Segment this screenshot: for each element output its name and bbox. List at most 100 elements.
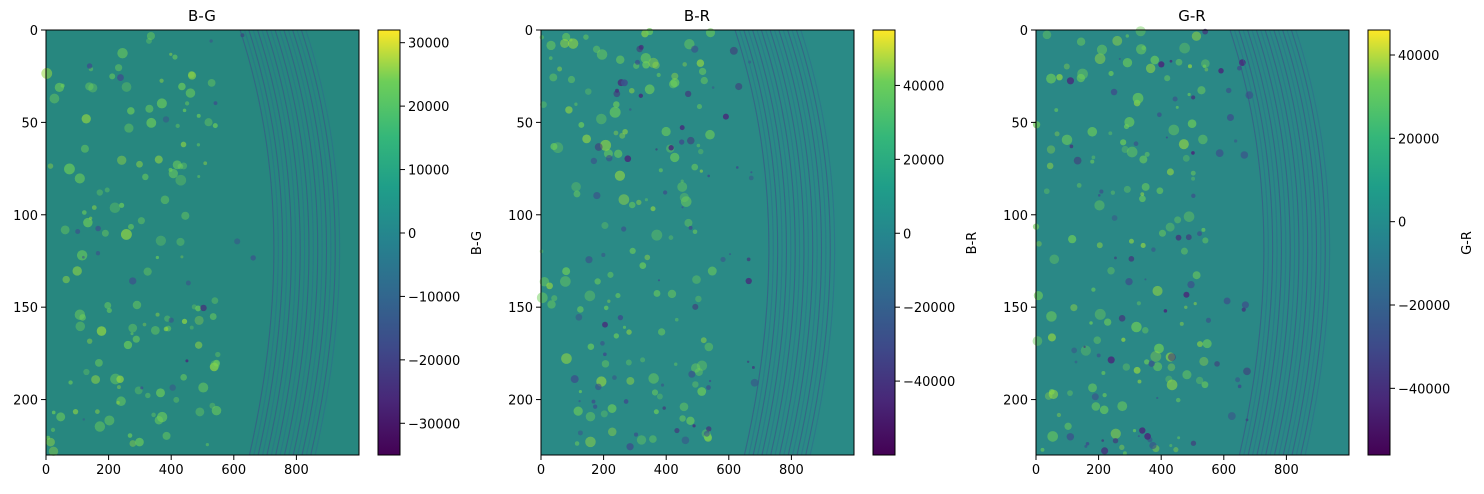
texture-patch [1214,361,1220,367]
texture-patch [700,76,708,85]
texture-patch [574,102,578,106]
texture-striation [1255,29,1291,456]
texture-patch [692,229,698,235]
texture-patch [95,225,101,232]
texture-patch [1101,370,1106,375]
texture-patch [745,277,752,285]
texture-patch [155,312,160,317]
colorbar-tick-label: −30000 [408,417,460,432]
texture-patch [696,104,703,110]
texture-patch [1090,159,1095,164]
texture-patch [1235,377,1241,383]
texture-striation [1268,29,1304,456]
texture-patch [60,225,70,235]
texture-patch [1135,26,1146,37]
colorbar [873,30,895,455]
texture-patch [591,399,596,404]
texture-patch [601,222,609,230]
texture-patch [72,409,79,415]
texture-patch [1043,188,1050,195]
texture-patch [571,181,581,192]
texture-patch [209,402,216,409]
texture-patch [674,427,680,434]
texture-patch [1173,447,1179,453]
texture-patch [584,290,596,302]
texture-patch [121,82,132,92]
texture-patch [68,380,73,385]
texture-striation [769,29,805,456]
x-tick-label: 800 [779,463,804,478]
texture-patch [120,228,132,240]
y-tick-label: 200 [13,394,38,409]
y-axis: 0 50 100 150 200 [1003,24,1036,409]
colorbar-tick-label: 40000 [903,79,944,94]
colorbar-tick-label: −40000 [1398,382,1450,397]
texture-patch [680,179,684,183]
texture-patch [1126,146,1138,158]
texture-patch [41,67,53,79]
texture-patch [1131,321,1142,333]
texture-patch [1110,190,1116,195]
panel-title: G-R [1178,7,1205,25]
texture-patch [1091,155,1096,160]
texture-patch [177,163,184,170]
axes-frame [1035,29,1350,456]
texture-patch [135,437,144,447]
texture-patch [692,424,696,428]
texture-patch [1122,363,1131,371]
texture-patch [51,410,56,415]
texture-patch [1107,356,1115,364]
texture-patch [540,101,547,109]
texture-patch [72,266,82,276]
texture-patch [117,48,128,59]
texture-patch [215,351,221,358]
texture-patch [1166,168,1174,176]
texture-striation [1277,29,1313,456]
texture-patch [567,75,576,84]
texture-patch [1187,92,1191,97]
texture-patch [117,74,124,81]
texture-patch [613,333,620,339]
texture-striation [747,29,783,456]
texture-striation [1295,29,1331,456]
texture-patch [607,404,617,413]
y-tick-label: 200 [1003,394,1028,409]
texture-patch [1169,59,1173,63]
texture-patch [145,392,151,399]
texture-patch [1144,433,1151,440]
texture-patch [189,325,194,330]
texture-striation [760,29,796,456]
texture-patch [95,358,103,367]
texture-patch [1165,222,1175,232]
texture-patch [692,275,701,284]
texture-striation [738,29,774,456]
texture-patch [104,415,115,426]
texture-patch [634,59,640,65]
x-axis: 0 200 400 600 800 [1032,455,1299,478]
texture-patch [1093,336,1102,344]
texture-patch [682,62,687,67]
texture-striation [791,29,827,456]
texture-patch [1226,113,1234,121]
texture-patch [1114,256,1117,260]
texture-patch [1153,362,1163,372]
texture-patch [653,290,661,297]
texture-patch [561,353,572,364]
texture-patch [95,409,100,414]
texture-patch [536,292,548,304]
texture-striation [287,29,323,456]
texture-patch [1096,353,1101,358]
texture-patch [1144,359,1150,365]
texture-patch [175,174,187,186]
texture-patch [700,337,707,344]
texture-patch [696,143,701,148]
texture-striation [239,29,275,456]
texture-patch [117,155,127,165]
texture-patch [626,376,635,385]
texture-striation [756,29,792,456]
texture-patch [609,106,621,118]
texture-patch [677,181,688,192]
texture-patch [735,82,743,91]
texture-patch [1190,170,1196,176]
texture-patch [671,72,679,80]
